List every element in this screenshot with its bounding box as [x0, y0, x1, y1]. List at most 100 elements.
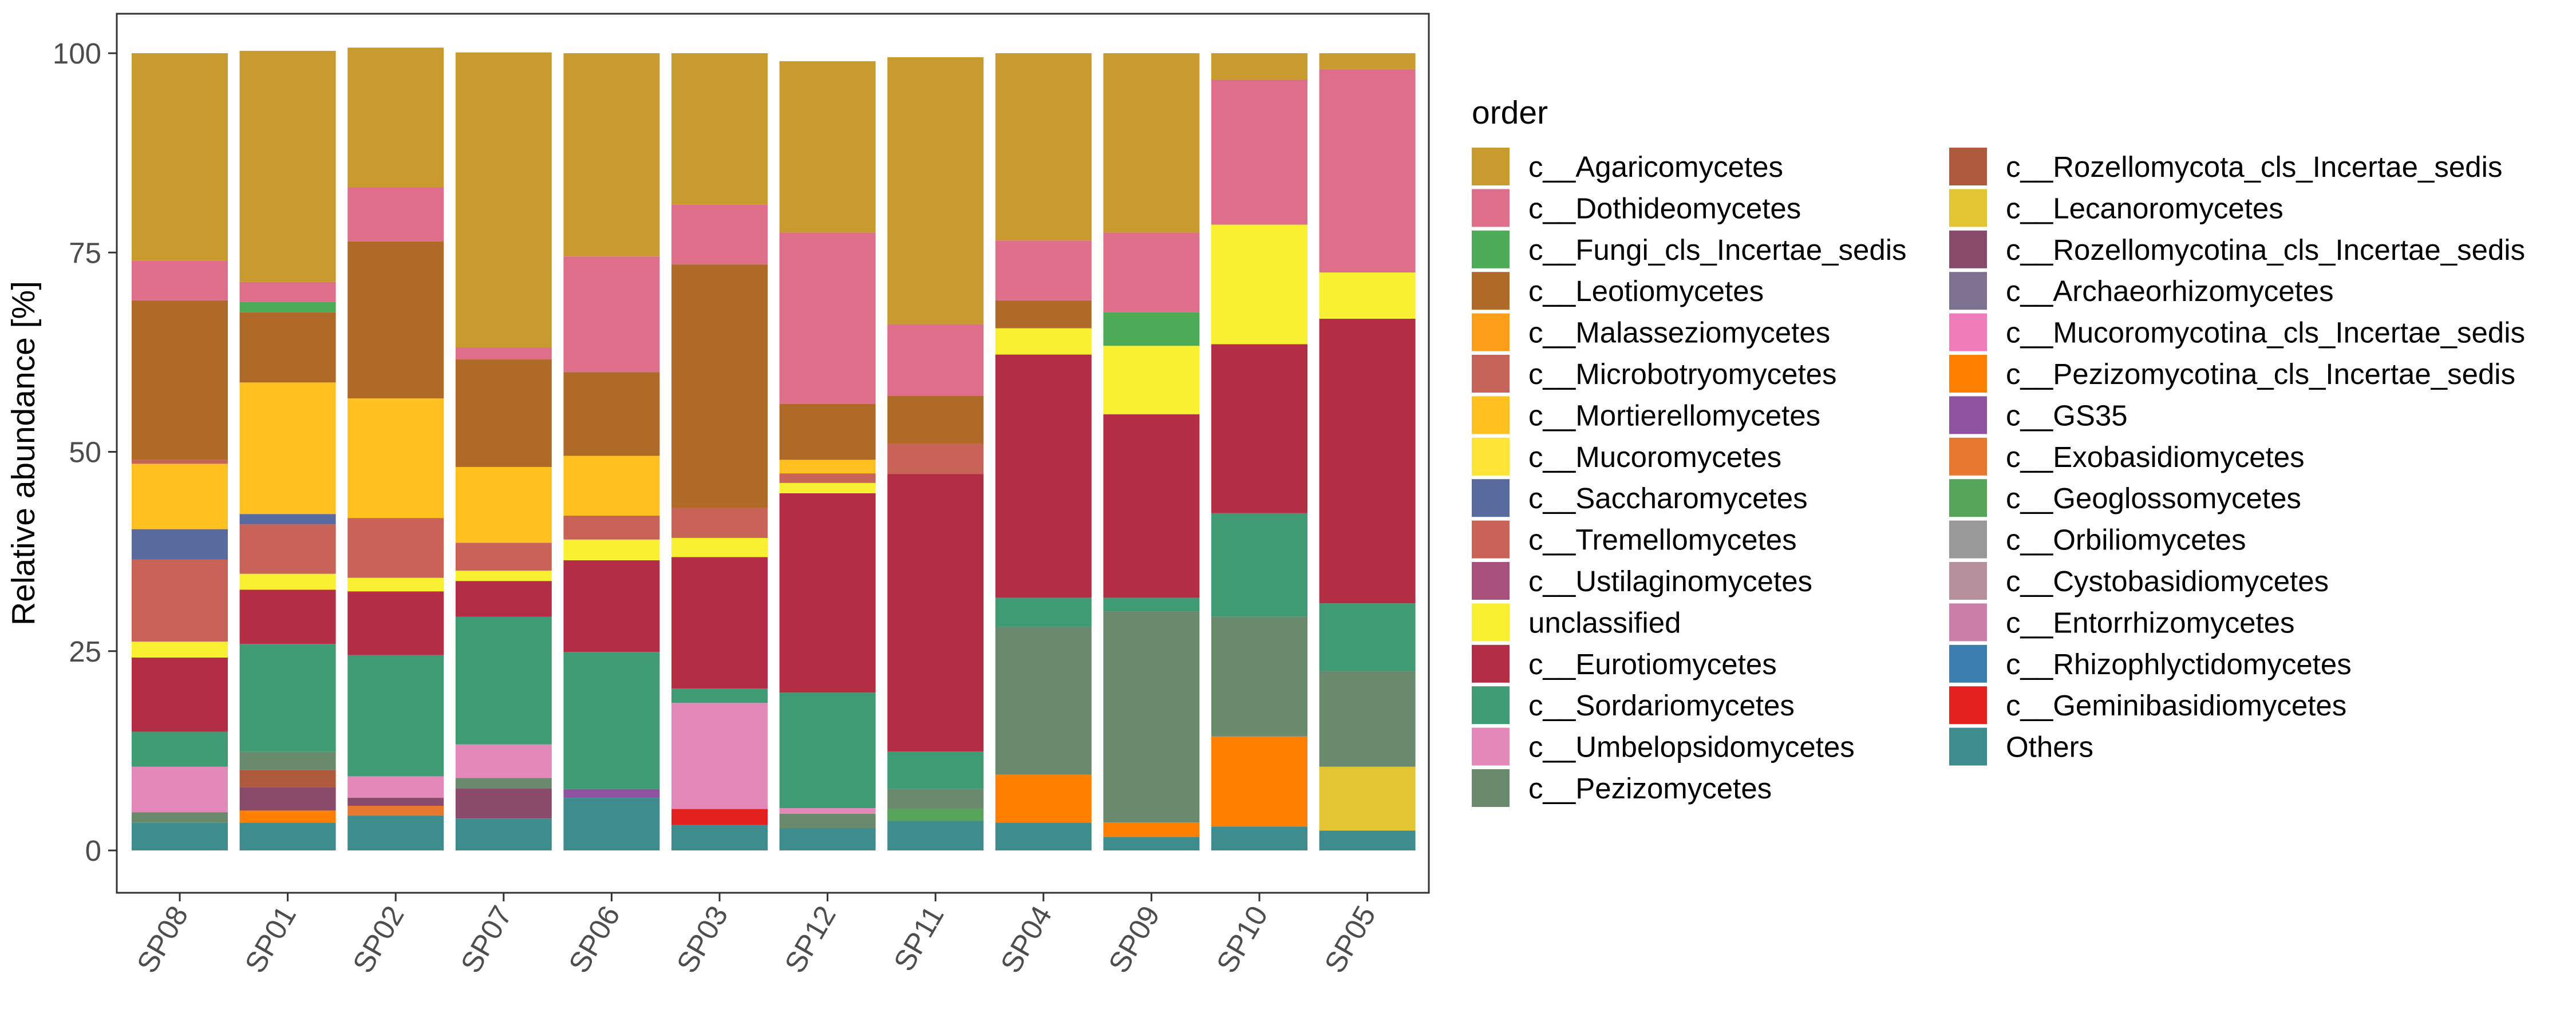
bar-segment-sp03-c-umbelopsidomycetes	[671, 703, 768, 809]
bar-segment-sp02-c-agaricomycetes	[347, 48, 444, 188]
bar-segment-sp12-c-mortierellomycetes	[779, 460, 876, 474]
plot-panel-border	[116, 13, 1430, 894]
bar-segment-sp02-c-rozellomycotina-cls-incertae-sedis	[347, 798, 444, 806]
x-axis: SP08 SP01 SP02 SP07 SP06 SP03 SP12 SP11 SP04 SP09…	[131, 893, 1382, 979]
bar-segment-sp05-c-dothideomycetes	[1319, 69, 1416, 273]
bar-segment-sp01-others	[239, 822, 336, 850]
bar-segment-sp12-c-leotiomycetes	[779, 403, 876, 460]
bar-segment-sp04-others	[995, 822, 1092, 850]
bar-segment-sp11-others	[887, 821, 984, 850]
bar-segment-sp01-c-mortierellomycetes	[239, 382, 336, 514]
legend-label-c-pezizomycotina-cls-incertae-sedis: c__Pezizomycotina_cls_Incertae_sedis	[2006, 358, 2515, 390]
bar-sp04	[995, 53, 1092, 850]
bar-sp06	[563, 53, 660, 850]
legend: order c__Agaricomycetes c__Dothideomycete…	[1472, 94, 2525, 807]
legend-item-c-pezizomycotina-cls-incertae-sedis: c__Pezizomycotina_cls_Incertae_sedis	[1949, 355, 2515, 393]
legend-label-c-mortierellomycetes: c__Mortierellomycetes	[1528, 399, 1820, 432]
bar-segment-sp10-c-agaricomycetes	[1211, 53, 1307, 80]
bar-segment-sp04-c-agaricomycetes	[995, 53, 1092, 241]
bar-segment-sp11-c-leotiomycetes	[887, 395, 984, 444]
legend-item-c-agaricomycetes: c__Agaricomycetes	[1472, 148, 1783, 185]
x-tick-label-sp11: SP11	[887, 900, 950, 976]
bar-segment-sp08-c-dothideomycetes	[132, 260, 228, 300]
y-tick-label: 25	[69, 635, 101, 668]
bar-segment-sp03-others	[671, 825, 768, 850]
bar-segment-sp03-c-agaricomycetes	[671, 53, 768, 205]
legend-key-c-geminibasidiomycetes	[1949, 686, 1987, 725]
bar-segment-sp02-c-mortierellomycetes	[347, 398, 444, 519]
bar-segment-sp09-unclassified	[1103, 346, 1200, 415]
legend-label-c-mucoromycotina-cls-incertae-sedis: c__Mucoromycotina_cls_Incertae_sedis	[2006, 316, 2525, 349]
bar-sp10	[1211, 53, 1307, 850]
legend-item-c-tremellomycetes: c__Tremellomycetes	[1472, 520, 1797, 559]
legend-label-c-dothideomycetes: c__Dothideomycetes	[1528, 192, 1801, 224]
legend-label-c-exobasidiomycetes: c__Exobasidiomycetes	[2006, 441, 2305, 473]
bar-segment-sp07-c-pezizomycetes	[455, 778, 552, 789]
legend-label-c-geminibasidiomycetes: c__Geminibasidiomycetes	[2006, 689, 2346, 722]
legend-item-c-eurotiomycetes: c__Eurotiomycetes	[1472, 644, 1777, 683]
bar-segment-sp05-unclassified	[1319, 272, 1416, 319]
bars-layer	[132, 48, 1416, 850]
legend-label-c-rozellomycotina-cls-incertae-sedis: c__Rozellomycotina_cls_Incertae_sedis	[2006, 233, 2525, 266]
bar-segment-sp02-c-exobasidiomycetes	[347, 805, 444, 816]
bar-segment-sp07-c-leotiomycetes	[455, 359, 552, 467]
bar-segment-sp01-c-fungi-cls-incertae-sedis	[239, 302, 336, 312]
legend-key-c-mucoromycotina-cls-incertae-sedis	[1949, 313, 1987, 351]
legend-label-c-agaricomycetes: c__Agaricomycetes	[1528, 151, 1783, 183]
bar-segment-sp05-c-lecanoromycetes	[1319, 766, 1416, 831]
bar-segment-sp10-c-pezizomycetes	[1211, 616, 1307, 737]
legend-label-c-geoglossomycetes: c__Geoglossomycetes	[2006, 482, 2301, 514]
y-tick-label: 75	[69, 236, 101, 269]
bar-segment-sp03-c-dothideomycetes	[671, 204, 768, 265]
legend-label-c-ustilaginomycetes: c__Ustilaginomycetes	[1528, 565, 1812, 597]
legend-item-c-pezizomycetes: c__Pezizomycetes	[1472, 769, 1772, 807]
legend-label-c-cystobasidiomycetes: c__Cystobasidiomycetes	[2006, 565, 2329, 597]
bar-segment-sp08-c-sordariomycetes	[132, 731, 228, 767]
legend-item-c-mucoromycotina-cls-incertae-sedis: c__Mucoromycotina_cls_Incertae_sedis	[1949, 313, 2525, 351]
legend-item-c-geminibasidiomycetes: c__Geminibasidiomycetes	[1949, 686, 2346, 725]
legend-key-c-rozellomycotina-cls-incertae-sedis	[1949, 230, 1987, 268]
bar-segment-sp07-c-rozellomycotina-cls-incertae-sedis	[455, 788, 552, 819]
bar-segment-sp06-c-sordariomycetes	[563, 652, 660, 789]
bar-segment-sp01-c-saccharomycetes	[239, 514, 336, 525]
bar-segment-sp09-others	[1103, 837, 1200, 850]
legend-label-c-eurotiomycetes: c__Eurotiomycetes	[1528, 648, 1777, 680]
bar-segment-sp03-c-eurotiomycetes	[671, 557, 768, 689]
bar-sp03	[671, 53, 768, 850]
bar-segment-sp01-c-pezizomycotina-cls-incertae-sedis	[239, 810, 336, 823]
legend-key-c-mucoromycetes	[1472, 437, 1510, 476]
bar-segment-sp06-c-mortierellomycetes	[563, 456, 660, 516]
legend-label-c-rozellomycota-cls-incertae-sedis: c__Rozellomycota_cls_Incertae_sedis	[2006, 151, 2502, 183]
legend-item-c-saccharomycetes: c__Saccharomycetes	[1472, 479, 1808, 517]
bar-segment-sp06-others	[563, 798, 660, 850]
bar-segment-sp03-unclassified	[671, 537, 768, 557]
legend-key-c-lecanoromycetes	[1949, 189, 1987, 227]
bar-segment-sp03-c-leotiomycetes	[671, 264, 768, 508]
bar-segment-sp06-c-tremellomycetes	[563, 515, 660, 540]
bar-sp02	[347, 48, 444, 850]
legend-item-c-mortierellomycetes: c__Mortierellomycetes	[1472, 396, 1820, 434]
bar-segment-sp06-c-agaricomycetes	[563, 53, 660, 257]
bar-segment-sp02-c-tremellomycetes	[347, 518, 444, 578]
bar-segment-sp06-c-gs35	[563, 789, 660, 798]
legend-item-c-umbelopsidomycetes: c__Umbelopsidomycetes	[1472, 727, 1855, 766]
legend-item-c-ustilaginomycetes: c__Ustilaginomycetes	[1472, 562, 1812, 600]
bar-segment-sp07-c-sordariomycetes	[455, 616, 552, 745]
bar-segment-sp02-c-sordariomycetes	[347, 655, 444, 777]
bar-segment-sp09-c-fungi-cls-incertae-sedis	[1103, 312, 1200, 346]
bar-segment-sp04-c-eurotiomycetes	[995, 354, 1092, 598]
legend-key-c-saccharomycetes	[1472, 479, 1510, 517]
bar-segment-sp07-c-umbelopsidomycetes	[455, 744, 552, 778]
bar-segment-sp04-c-pezizomycetes	[995, 627, 1092, 775]
y-axis-title: Relative abundance [%]	[5, 281, 42, 626]
legend-key-c-microbotryomycetes	[1472, 355, 1510, 393]
legend-key-c-pezizomycotina-cls-incertae-sedis	[1949, 355, 1987, 393]
legend-label-c-sordariomycetes: c__Sordariomycetes	[1528, 689, 1795, 722]
legend-key-c-eurotiomycetes	[1472, 644, 1510, 683]
bar-segment-sp08-c-umbelopsidomycetes	[132, 766, 228, 813]
legend-key-c-rozellomycota-cls-incertae-sedis	[1949, 148, 1987, 185]
bar-segment-sp01-c-leotiomycetes	[239, 312, 336, 383]
bar-segment-sp03-c-geminibasidiomycetes	[671, 809, 768, 825]
